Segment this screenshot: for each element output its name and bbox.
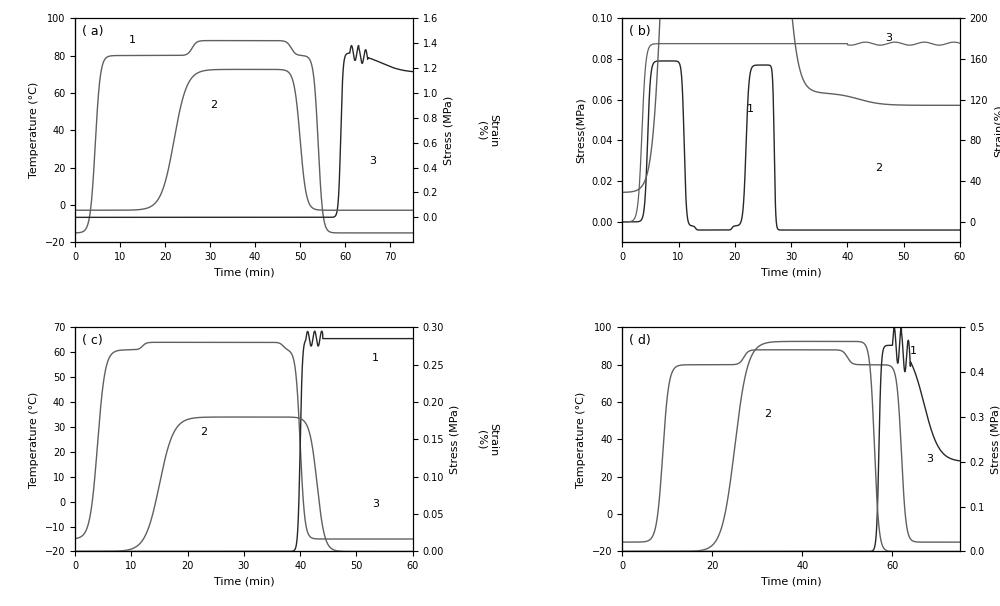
- Y-axis label: Temperature (°C): Temperature (°C): [29, 82, 39, 178]
- Text: ( b): ( b): [629, 25, 651, 38]
- Text: 2: 2: [210, 100, 217, 110]
- Y-axis label: Stress(MPa): Stress(MPa): [575, 98, 585, 163]
- Text: ( a): ( a): [82, 25, 103, 38]
- X-axis label: Time (min): Time (min): [761, 577, 821, 587]
- Text: 3: 3: [926, 454, 933, 464]
- Text: Strain
(%): Strain (%): [476, 423, 498, 456]
- X-axis label: Time (min): Time (min): [761, 267, 821, 278]
- Y-axis label: Stress (MPa): Stress (MPa): [991, 405, 1000, 474]
- Text: 1: 1: [372, 353, 379, 363]
- Text: Strain
(%): Strain (%): [476, 113, 498, 147]
- Text: 2: 2: [200, 427, 207, 437]
- Text: ( d): ( d): [629, 334, 651, 347]
- Y-axis label: Temperature (°C): Temperature (°C): [576, 391, 586, 488]
- Text: 1: 1: [909, 346, 916, 356]
- X-axis label: Time (min): Time (min): [214, 267, 274, 278]
- Y-axis label: Temperature (°C): Temperature (°C): [29, 391, 39, 488]
- Text: 3: 3: [369, 156, 376, 166]
- Y-axis label: Stress (MPa): Stress (MPa): [443, 96, 453, 165]
- Text: 2: 2: [764, 409, 771, 419]
- Text: ( c): ( c): [82, 334, 103, 347]
- Y-axis label: Strain(%): Strain(%): [994, 104, 1000, 156]
- Text: 1: 1: [747, 104, 754, 115]
- Text: 1: 1: [129, 35, 136, 45]
- Text: 3: 3: [886, 33, 893, 42]
- X-axis label: Time (min): Time (min): [214, 577, 274, 587]
- Y-axis label: Stress (MPa): Stress (MPa): [450, 405, 460, 474]
- Text: 3: 3: [372, 499, 379, 508]
- Text: 2: 2: [876, 162, 883, 173]
